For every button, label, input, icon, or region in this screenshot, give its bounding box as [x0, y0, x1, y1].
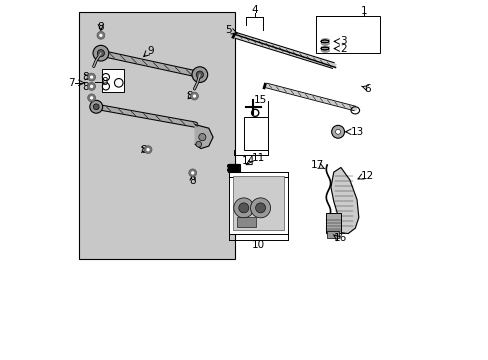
Circle shape — [192, 67, 207, 82]
Text: 5: 5 — [224, 25, 231, 35]
Text: 10: 10 — [252, 240, 265, 250]
Text: 11: 11 — [252, 153, 265, 163]
Text: 8: 8 — [140, 145, 147, 155]
Bar — [102, 69, 123, 93]
Text: 8: 8 — [101, 77, 107, 87]
Bar — [244, 117, 267, 150]
Circle shape — [191, 171, 194, 175]
Bar — [325, 213, 340, 233]
Text: 12: 12 — [360, 171, 374, 181]
Polygon shape — [330, 167, 358, 234]
Text: 13: 13 — [350, 127, 363, 137]
Text: 1: 1 — [360, 6, 366, 17]
Bar — [315, 16, 380, 53]
Circle shape — [250, 198, 270, 218]
Text: 15: 15 — [253, 95, 266, 105]
Circle shape — [196, 141, 201, 147]
Text: 14: 14 — [241, 157, 254, 166]
Circle shape — [198, 134, 205, 141]
Bar — [228, 164, 240, 172]
Text: 8: 8 — [185, 91, 192, 101]
Polygon shape — [195, 125, 213, 149]
Bar — [236, 217, 256, 227]
Circle shape — [192, 94, 196, 98]
Circle shape — [97, 50, 104, 57]
Circle shape — [188, 169, 196, 177]
Circle shape — [90, 85, 93, 88]
Circle shape — [233, 198, 253, 218]
Circle shape — [87, 94, 95, 102]
Text: 9: 9 — [147, 46, 154, 56]
Circle shape — [331, 125, 344, 138]
Circle shape — [93, 104, 99, 110]
Text: 17: 17 — [310, 160, 324, 170]
Text: 4: 4 — [251, 5, 257, 15]
Circle shape — [99, 34, 102, 37]
Text: 7: 7 — [68, 78, 74, 88]
Circle shape — [87, 82, 95, 90]
Circle shape — [144, 146, 152, 154]
Circle shape — [196, 71, 203, 78]
Bar — [80, 12, 234, 258]
Circle shape — [90, 76, 93, 79]
Text: 8: 8 — [82, 72, 89, 82]
Circle shape — [146, 148, 149, 151]
Text: 8: 8 — [98, 22, 104, 32]
Text: 2: 2 — [340, 44, 346, 54]
Bar — [326, 231, 339, 238]
Circle shape — [190, 92, 198, 100]
Bar — [233, 176, 283, 230]
Text: 8: 8 — [189, 176, 196, 186]
Text: 6: 6 — [364, 84, 370, 94]
Text: 3: 3 — [340, 36, 346, 46]
Circle shape — [255, 203, 265, 213]
Text: 8: 8 — [82, 82, 89, 92]
Circle shape — [87, 73, 95, 81]
Circle shape — [238, 203, 248, 213]
Circle shape — [97, 31, 104, 39]
Circle shape — [93, 45, 108, 61]
Circle shape — [335, 129, 340, 134]
Circle shape — [90, 100, 102, 113]
Bar — [229, 172, 288, 234]
Circle shape — [90, 96, 93, 99]
Text: 16: 16 — [333, 233, 346, 243]
